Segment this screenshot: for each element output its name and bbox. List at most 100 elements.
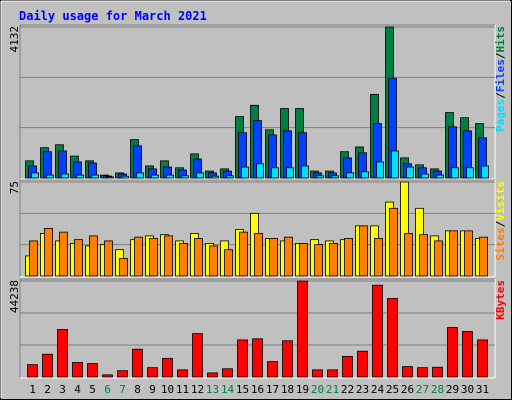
bar (436, 174, 444, 179)
bar (451, 167, 459, 179)
x-tick-label: 9 (149, 383, 156, 396)
bar (342, 355, 353, 378)
x-tick-label: 13 (206, 383, 219, 396)
bar (432, 366, 443, 378)
bar (132, 348, 143, 378)
bar (162, 357, 173, 378)
bar (299, 243, 308, 277)
x-tick-label: 26 (401, 383, 414, 396)
bar (192, 333, 203, 378)
bar (297, 280, 308, 378)
x-tick-label: 31 (476, 383, 489, 396)
bar (59, 231, 68, 277)
bar (121, 175, 129, 179)
bar (269, 237, 278, 277)
bar (282, 340, 293, 378)
bar (207, 372, 218, 378)
bar (254, 232, 263, 277)
bar (464, 230, 473, 277)
x-tick-label: 18 (281, 383, 294, 396)
x-tick-label: 16 (251, 383, 264, 396)
legend-separator: / (494, 220, 507, 227)
bar (31, 172, 39, 179)
bar (271, 167, 279, 179)
bar (106, 176, 114, 179)
legend-entry: Pages (494, 99, 507, 132)
x-tick-label: 30 (461, 383, 474, 396)
bar (46, 174, 54, 179)
bar (151, 174, 159, 179)
bar (42, 353, 53, 378)
bar (402, 366, 413, 378)
bar (301, 165, 309, 179)
bar (344, 237, 353, 277)
bar (419, 234, 428, 277)
bar (164, 235, 173, 277)
legend-entry: Sites (494, 227, 507, 260)
x-tick-label: 25 (386, 383, 399, 396)
bar (179, 243, 188, 277)
legend-entry: Visits (494, 181, 507, 221)
bar (166, 174, 174, 179)
bar (181, 175, 189, 179)
x-tick-label: 8 (134, 383, 141, 396)
x-tick-label: 12 (191, 383, 204, 396)
bar (387, 298, 398, 378)
bar (74, 239, 83, 277)
bar (404, 232, 413, 277)
x-tick-label: 5 (89, 383, 96, 396)
bar (211, 175, 219, 179)
bar (89, 235, 98, 277)
chart-title: Daily usage for March 2021 (19, 9, 207, 23)
bar (72, 362, 83, 378)
x-tick-label: 1 (29, 383, 36, 396)
bar (479, 236, 488, 277)
bar (237, 339, 248, 378)
bar (119, 258, 128, 277)
legend: Sites/Visits (494, 181, 507, 261)
x-tick-label: 24 (371, 383, 385, 396)
bar (346, 172, 354, 179)
bar (406, 166, 414, 179)
bar (361, 171, 369, 179)
bar (104, 240, 113, 277)
bar (239, 231, 248, 277)
x-tick-label: 28 (431, 383, 444, 396)
x-tick-label: 21 (326, 383, 339, 396)
bar (117, 370, 128, 378)
bar (256, 163, 264, 179)
bar (314, 244, 323, 277)
bar (481, 165, 489, 179)
bar (312, 369, 323, 378)
bar (286, 167, 294, 179)
bar (27, 364, 38, 378)
bar (177, 369, 188, 378)
legend-entry: Hits (494, 26, 507, 53)
bar (357, 350, 368, 378)
bar (226, 175, 234, 179)
bar (241, 166, 249, 179)
legend-entry: KBytes (494, 280, 507, 320)
bar (331, 175, 339, 179)
bar (136, 172, 144, 179)
x-tick-label: 2 (44, 383, 51, 396)
bar (421, 173, 429, 179)
bar (329, 243, 338, 277)
x-tick-label: 4 (74, 383, 81, 396)
x-tick-label: 17 (266, 383, 279, 396)
bar (389, 207, 398, 277)
bar (224, 249, 233, 277)
bar (252, 338, 263, 378)
bar (196, 172, 204, 179)
bar (134, 236, 143, 277)
bar (147, 367, 158, 378)
x-tick-label: 11 (176, 383, 189, 396)
legend-entry: Files (494, 59, 507, 92)
bar (29, 240, 38, 277)
bar (374, 237, 383, 277)
bar (284, 236, 293, 277)
bar (447, 327, 458, 378)
bar (316, 175, 324, 179)
